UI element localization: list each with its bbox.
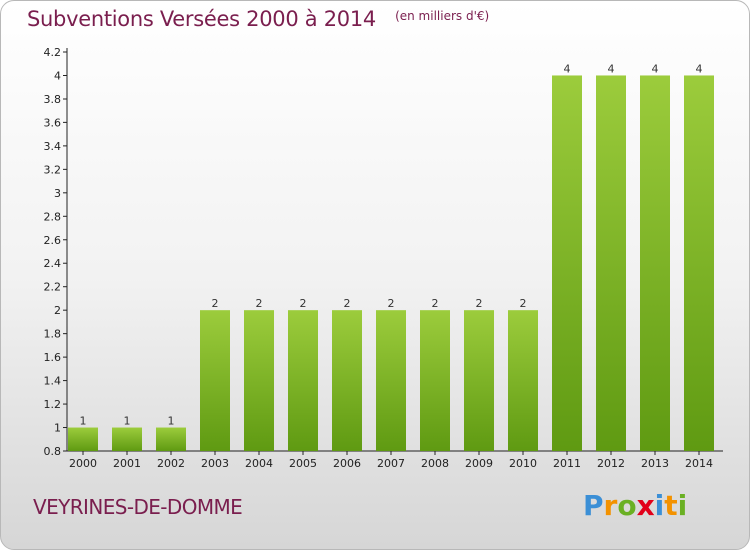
y-axis: 0.8 1 1.2 1.4 1.6 1.8 2 2.2 2.4 2.6 2.8 3 3.2 3.4 3.6 3… bbox=[44, 46, 68, 458]
y-tick-label: 4 bbox=[54, 69, 61, 82]
y-tick-label: 1.2 bbox=[44, 398, 62, 411]
data-label: 4 bbox=[564, 62, 571, 75]
logo-letter: i bbox=[677, 489, 688, 522]
logo-letter: t bbox=[664, 489, 678, 522]
data-label: 2 bbox=[300, 297, 307, 310]
data-label: 1 bbox=[124, 415, 131, 428]
title-row: Subventions Versées 2000 à 2014 (en mill… bbox=[27, 7, 489, 31]
bars bbox=[68, 75, 714, 452]
data-label: 2 bbox=[388, 297, 395, 310]
commune-name: VEYRINES-DE-DOMME bbox=[33, 495, 243, 519]
y-tick-label: 1 bbox=[54, 422, 61, 435]
x-tick-label: 2010 bbox=[509, 457, 537, 470]
data-labels: 1 1 1 2 2 2 2 2 2 2 2 4 4 4 4 bbox=[80, 62, 703, 427]
data-label: 2 bbox=[432, 297, 439, 310]
y-tick-label: 1.4 bbox=[44, 375, 62, 388]
y-tick-label: 3 bbox=[54, 187, 61, 200]
x-tick-label: 2008 bbox=[421, 457, 449, 470]
data-label: 1 bbox=[80, 415, 87, 428]
data-label: 2 bbox=[520, 297, 527, 310]
y-tick-label: 2.6 bbox=[44, 234, 62, 247]
y-tick-label: 1.8 bbox=[44, 328, 62, 341]
bar-2008 bbox=[420, 310, 450, 451]
x-tick-label: 2012 bbox=[597, 457, 625, 470]
logo-letter: x bbox=[636, 489, 655, 522]
data-label: 4 bbox=[696, 62, 703, 75]
y-tick-label: 3.2 bbox=[44, 163, 62, 176]
data-label: 2 bbox=[256, 297, 263, 310]
bar-2000 bbox=[68, 427, 98, 451]
bar-2009 bbox=[464, 310, 494, 451]
y-tick-label: 3.6 bbox=[44, 116, 62, 129]
y-tick-label: 2.2 bbox=[44, 281, 62, 294]
y-tick-label: 2 bbox=[54, 304, 61, 317]
x-tick-label: 2009 bbox=[465, 457, 493, 470]
bar-2006 bbox=[332, 310, 362, 451]
x-tick-label: 2006 bbox=[333, 457, 361, 470]
bar-2003 bbox=[200, 310, 230, 451]
x-tick-label: 2007 bbox=[377, 457, 405, 470]
x-tick-label: 2005 bbox=[289, 457, 317, 470]
data-label: 2 bbox=[212, 297, 219, 310]
logo-letter: i bbox=[654, 489, 665, 522]
y-tick-label: 3.8 bbox=[44, 93, 62, 106]
bar-2002 bbox=[156, 427, 186, 451]
x-tick-label: 2011 bbox=[553, 457, 581, 470]
logo-letter: r bbox=[603, 489, 618, 522]
bar-2014 bbox=[684, 75, 714, 452]
bar-2010 bbox=[508, 310, 538, 451]
x-tick-label: 2000 bbox=[69, 457, 97, 470]
bar-2005 bbox=[288, 310, 318, 451]
bar-2004 bbox=[244, 310, 274, 451]
x-tick-label: 2002 bbox=[157, 457, 185, 470]
logo-letter: o bbox=[617, 489, 637, 522]
bar-2001 bbox=[112, 427, 142, 451]
data-label: 4 bbox=[652, 62, 659, 75]
chart-subtitle: (en milliers d'€) bbox=[395, 9, 490, 23]
chart-title: Subventions Versées 2000 à 2014 bbox=[27, 7, 376, 31]
y-tick-label: 4.2 bbox=[44, 46, 62, 59]
proxiti-logo: Proxiti bbox=[583, 489, 687, 522]
y-tick-label: 2.4 bbox=[44, 257, 62, 270]
x-axis: 2000 2001 2002 2003 2004 2005 2006 2007 2008 2009… bbox=[67, 450, 723, 470]
bar-2011 bbox=[552, 75, 582, 452]
x-tick-label: 2014 bbox=[685, 457, 713, 470]
x-tick-label: 2001 bbox=[113, 457, 141, 470]
bar-2012 bbox=[596, 75, 626, 452]
data-label: 4 bbox=[608, 62, 615, 75]
x-tick-label: 2013 bbox=[641, 457, 669, 470]
bar-2013 bbox=[640, 75, 670, 452]
bar-2007 bbox=[376, 310, 406, 451]
y-tick-label: 3.4 bbox=[44, 140, 62, 153]
y-tick-label: 2.8 bbox=[44, 210, 62, 223]
y-tick-label: 0.8 bbox=[44, 445, 62, 458]
y-tick-label: 1.6 bbox=[44, 351, 62, 364]
data-label: 1 bbox=[168, 415, 175, 428]
x-tick-label: 2003 bbox=[201, 457, 229, 470]
logo-letter: P bbox=[583, 489, 604, 522]
x-tick-label: 2004 bbox=[245, 457, 273, 470]
data-label: 2 bbox=[344, 297, 351, 310]
data-label: 2 bbox=[476, 297, 483, 310]
